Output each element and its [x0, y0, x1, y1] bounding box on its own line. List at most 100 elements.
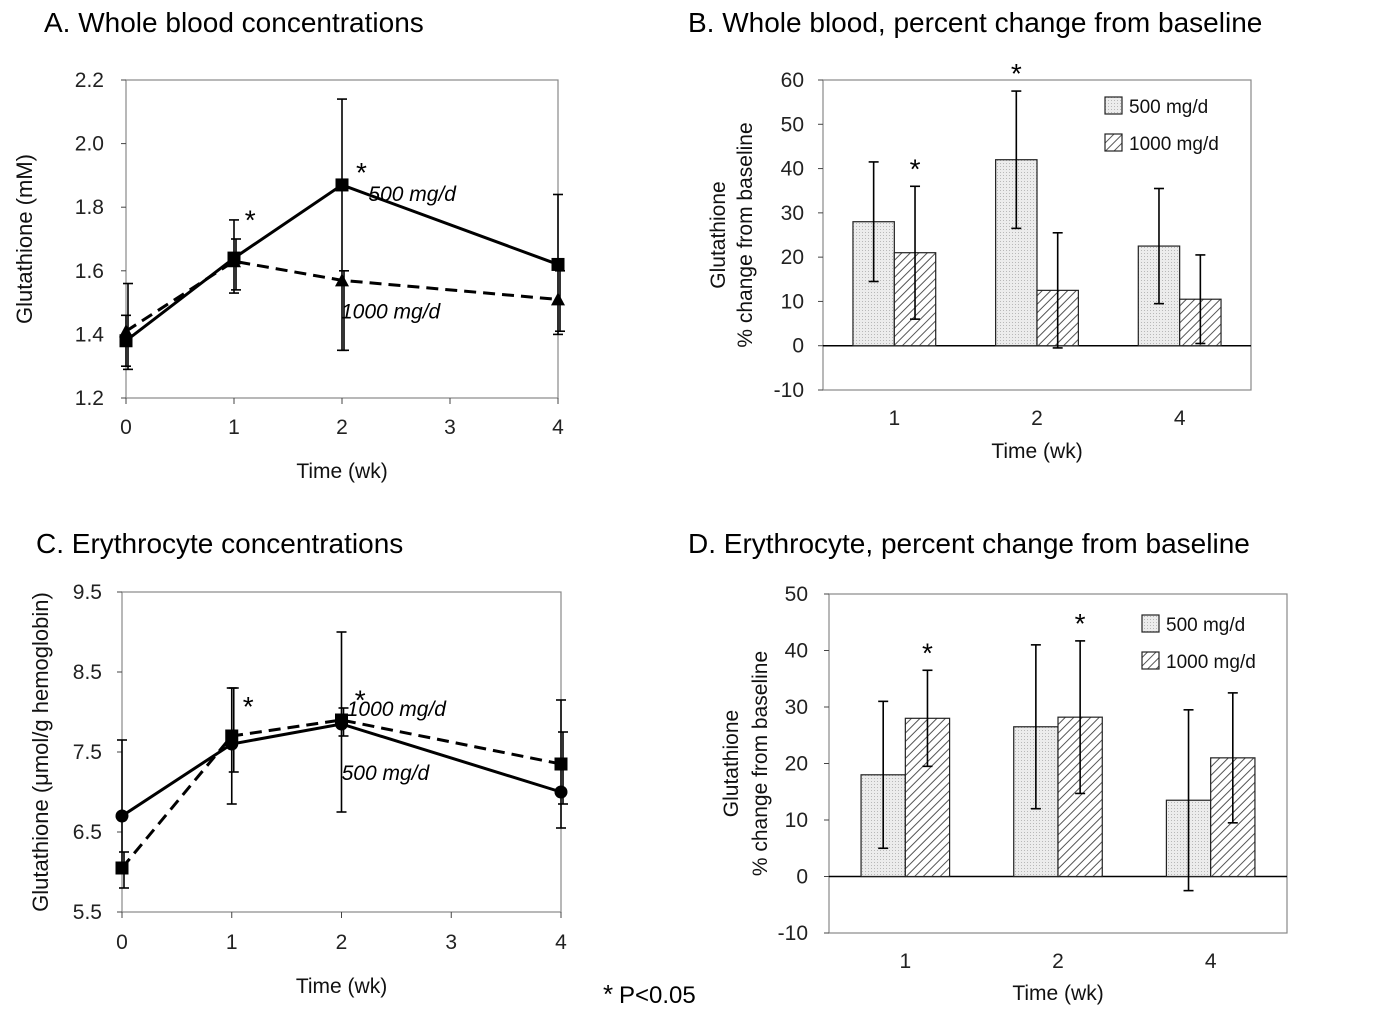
panel-d-erythrocyte-percent-change: D. Erythrocyte, percent change from base…	[688, 528, 1288, 1005]
y-tick-label: 1.8	[75, 196, 104, 219]
y-tick-label: 60	[781, 69, 804, 92]
x-tick-label: 2	[336, 931, 348, 954]
x-tick-label: 3	[445, 931, 457, 954]
y-tick-label: 2.2	[75, 69, 104, 92]
series-line-500-mg-d	[125, 183, 559, 342]
significance-star: *	[910, 153, 921, 184]
y-tick-label: 2.0	[75, 133, 104, 156]
x-tick-label: 4	[552, 416, 564, 439]
panel-c-erythrocyte-concentrations: C. Erythrocyte concentrations 5.5 6.5 7.5 8.…	[28, 528, 568, 998]
y-tick-label: 40	[781, 158, 804, 181]
data-point-circle	[115, 809, 129, 823]
series-line-500-mg-d	[121, 722, 562, 818]
chart-title: C. Erythrocyte concentrations	[36, 528, 403, 559]
data-point-square	[225, 729, 239, 743]
series-annotation: 1000 mg/d	[347, 698, 448, 721]
x-axis-label: Time (wk)	[991, 440, 1082, 463]
x-tick-label: 0	[116, 931, 128, 954]
footnote-star: *	[603, 979, 613, 1009]
legend-swatch-dotted	[1104, 96, 1123, 115]
significance-star: *	[245, 204, 256, 235]
series-line-1000-mg-d	[125, 259, 559, 333]
significance-star: *	[355, 685, 366, 716]
data-point-square	[335, 713, 348, 727]
y-tick-label: 1.2	[75, 387, 104, 410]
y-tick-label: 0	[792, 335, 804, 358]
significance-star: *	[1011, 58, 1022, 89]
y-tick-label: 30	[781, 202, 804, 225]
x-tick-label: 4	[1205, 950, 1217, 973]
legend-swatch-hatched	[1104, 133, 1123, 152]
y-tick-label: 40	[785, 640, 808, 663]
y-tick-label: 7.5	[73, 741, 102, 764]
series-annotation: 500 mg/d	[342, 762, 431, 785]
y-tick-label: 20	[781, 246, 804, 269]
plot-frame	[822, 79, 1252, 391]
y-axis-label-line2: % change from baseline	[749, 651, 772, 876]
x-axis-label: Time (wk)	[296, 975, 387, 998]
data-point-square	[551, 257, 565, 271]
legend-label: 500 mg/d	[1166, 615, 1245, 636]
series-line-1000-mg-d	[120, 718, 562, 869]
y-axis-label-line2: % change from baseline	[734, 122, 757, 347]
data-point-square	[115, 861, 129, 875]
y-tick-label: -10	[778, 922, 808, 945]
y-tick-label: 10	[781, 290, 804, 313]
y-tick-label: 1.6	[75, 260, 104, 283]
series-annotation: 500 mg/d	[368, 183, 457, 206]
panel-a-whole-blood-concentrations: A. Whole blood concentrations 1.2 1.4 1.6 1.…	[12, 7, 565, 483]
y-axis-label: Glutathione	[720, 710, 743, 817]
x-tick-label: 1	[899, 950, 911, 973]
data-point-circle	[554, 785, 568, 799]
x-tick-label: 1	[228, 416, 240, 439]
legend-swatch-hatched	[1141, 651, 1160, 670]
y-tick-label: 10	[785, 809, 808, 832]
x-tick-label: 4	[1174, 407, 1186, 430]
data-point-triangle	[335, 273, 349, 287]
data-point-triangle	[551, 292, 565, 306]
significance-star: *	[356, 157, 367, 188]
x-tick-label: 2	[1031, 407, 1043, 430]
significance-star: *	[243, 691, 254, 722]
y-tick-label: 9.5	[73, 581, 102, 604]
y-tick-label: 0	[796, 866, 808, 889]
significance-star: *	[1075, 608, 1086, 639]
panel-b-whole-blood-percent-change: B. Whole blood, percent change from base…	[688, 7, 1262, 463]
data-point-triangle	[227, 254, 241, 268]
y-axis-label: Glutathione	[707, 181, 730, 288]
chart-title: A. Whole blood concentrations	[44, 7, 424, 38]
data-point-square	[119, 334, 133, 348]
chart-title: B. Whole blood, percent change from base…	[688, 7, 1262, 38]
legend-swatch-dotted	[1141, 614, 1160, 633]
x-tick-label: 0	[120, 416, 132, 439]
y-tick-label: 50	[781, 113, 804, 136]
significance-star: *	[922, 637, 933, 668]
y-axis-label: Glutathione (μmol/g hemoglobin)	[28, 592, 53, 912]
x-tick-label: 4	[555, 931, 567, 954]
y-tick-label: 50	[785, 583, 808, 606]
x-tick-label: 3	[444, 416, 456, 439]
x-tick-label: 2	[336, 416, 348, 439]
x-tick-label: 1	[888, 407, 900, 430]
footnote-text: P<0.05	[619, 982, 696, 1009]
data-point-square	[554, 757, 568, 771]
y-tick-label: 20	[785, 753, 808, 776]
y-axis-label: Glutathione (mM)	[12, 154, 37, 324]
y-tick-label: -10	[774, 379, 804, 402]
y-tick-label: 5.5	[73, 901, 102, 924]
chart-title: D. Erythrocyte, percent change from base…	[688, 528, 1250, 559]
series-annotation: 1000 mg/d	[341, 301, 442, 324]
legend-label: 500 mg/d	[1129, 97, 1208, 118]
y-tick-label: 1.4	[75, 323, 105, 346]
legend-label: 1000 mg/d	[1166, 652, 1256, 673]
x-tick-label: 1	[226, 931, 238, 954]
x-axis-label: Time (wk)	[296, 460, 387, 483]
y-tick-label: 6.5	[73, 821, 102, 844]
y-tick-label: 8.5	[73, 661, 102, 684]
data-point-triangle	[119, 324, 133, 338]
y-tick-label: 30	[785, 696, 808, 719]
data-point-square	[335, 178, 349, 192]
x-tick-label: 2	[1052, 950, 1064, 973]
x-axis-label: Time (wk)	[1012, 982, 1103, 1005]
